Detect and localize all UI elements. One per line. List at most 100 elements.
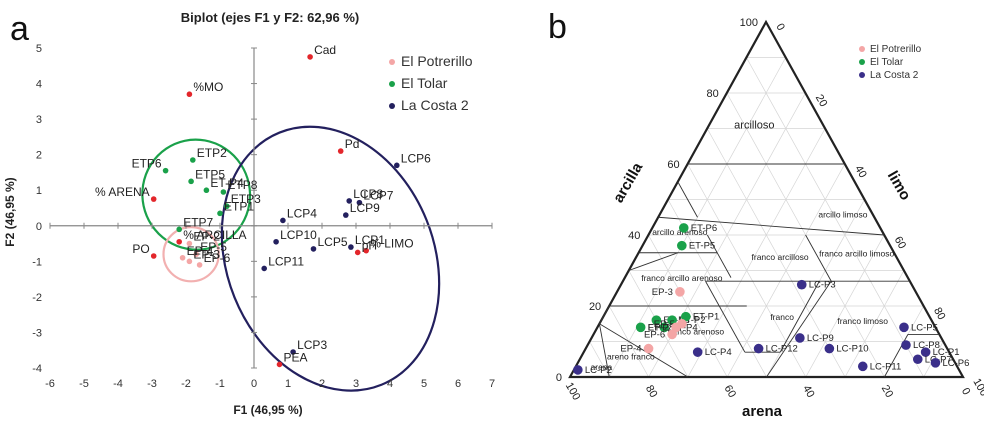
point-label: LCP4 (287, 206, 317, 220)
limo-tick-label: 60 (892, 235, 909, 252)
arcilla-tick-label: 0 (556, 372, 562, 384)
class-boundary (599, 323, 689, 378)
soil-sample-point (901, 340, 911, 350)
soil-sample-point (912, 354, 923, 365)
x-tick-label: 4 (387, 378, 393, 390)
x-tick-label: -2 (181, 378, 191, 390)
x-tick-label: -1 (215, 378, 225, 390)
sample-label: LC-P9 (807, 333, 834, 344)
panel-a-biplot: a Biplot (ejes F1 y F2: 62,96 %) -6 -5 -4-… (3, 10, 495, 417)
class-boundary (705, 280, 746, 353)
limo-tick-label: 80 (931, 306, 948, 323)
data-point (193, 251, 199, 258)
soil-sample-point (899, 322, 909, 333)
sample-label: LC-P10 (836, 344, 868, 355)
sample-label: LC-P1 (933, 347, 960, 358)
biplot-points: EP-2EP-5EP-4EP-3EP-6ETP6ETP2ETP5ET-P4ETP… (95, 43, 431, 368)
soil-sample-point (635, 322, 646, 333)
texture-class-label: franco arcillo limoso (819, 248, 894, 258)
data-point (220, 189, 227, 195)
limo-tick-label: 100 (970, 377, 984, 399)
class-boundary (779, 280, 820, 353)
point-label: % ARCILLA (183, 228, 246, 242)
soil-sample-point (667, 329, 677, 340)
data-point (186, 240, 193, 247)
point-label: ETP7 (183, 215, 213, 229)
soil-sample-point (675, 287, 685, 297)
point-label: LCP6 (401, 151, 431, 165)
sample-label: LC-P5 (911, 322, 938, 333)
x-tick-label: 1 (285, 378, 291, 390)
class-boundary (805, 234, 832, 282)
data-point (363, 247, 370, 254)
point-label: Cad (314, 43, 336, 57)
y-tick-label: 3 (36, 114, 42, 126)
data-point (394, 162, 400, 169)
point-label: LCP8 (353, 187, 383, 201)
point-label: ET-P4 (210, 176, 244, 190)
x-tick-label: 2 (319, 378, 325, 390)
data-point (273, 238, 279, 245)
legend-marker (859, 72, 865, 78)
data-point (276, 361, 283, 368)
class-boundary (598, 323, 610, 378)
soil-sample-point (753, 343, 764, 354)
data-point (346, 198, 353, 204)
sample-label: LC-P8 (913, 340, 940, 351)
sample-label: EP-5 (654, 319, 675, 330)
biplot-title: Biplot (ejes F1 y F2: 62,96 %) (181, 10, 359, 25)
y-tick-label: -3 (32, 327, 42, 339)
grid-line (805, 234, 885, 378)
data-point (176, 238, 182, 245)
data-point (337, 148, 344, 154)
arcilla-tick-label: 40 (628, 230, 640, 242)
x-tick-label: 0 (251, 378, 257, 390)
legend-marker (859, 46, 865, 52)
point-label: LCP9 (350, 201, 380, 215)
texture-class-label: arena (591, 362, 613, 372)
data-point (217, 210, 223, 217)
data-point (186, 91, 193, 98)
legend-marker (389, 103, 395, 109)
class-boundary (658, 216, 885, 236)
cluster-ellipse (141, 138, 252, 251)
sample-label: ET-P5 (689, 241, 715, 252)
point-label: EP-4 (187, 244, 214, 258)
axis-label-limo: limo (884, 168, 914, 203)
soil-sample-point (651, 315, 662, 326)
grid-line (746, 57, 925, 378)
texture-class-label: arcillo arenoso (652, 227, 708, 237)
data-point (179, 254, 186, 261)
grid-line (687, 128, 826, 378)
arena-tick-label: 60 (722, 383, 739, 400)
point-label: LCP1 (355, 233, 385, 247)
texture-class-label: franco limoso (837, 316, 888, 326)
x-axis-label: F1 (46,95 %) (233, 403, 302, 417)
sample-label: LC-P3 (809, 280, 836, 291)
x-tick-label: 3 (353, 378, 359, 390)
soil-sample-point (678, 223, 689, 233)
grid-line (844, 270, 905, 378)
arena-tick-label: 0 (959, 386, 972, 397)
arena-tick-label: 80 (643, 383, 660, 400)
point-label: ETP5 (195, 167, 225, 181)
limo-tick-label: 40 (852, 164, 869, 181)
ternary-points: ET-P6ET-P5ET-P3ET-P2ET-P1ET-P4ET-P8EP-3E… (573, 223, 969, 376)
point-label: ETP1 (224, 199, 254, 213)
point-label: % LIMO (370, 237, 413, 251)
cluster-ellipses (141, 125, 441, 392)
legend-label: El Potrerillo (401, 53, 473, 69)
data-point (261, 265, 268, 272)
x-tick-label: 7 (489, 378, 495, 390)
x-tick-label: 5 (421, 378, 427, 390)
data-point (188, 178, 194, 185)
point-label: EP-6 (204, 251, 231, 265)
arena-tick-label: 20 (879, 383, 896, 400)
data-point (348, 244, 354, 250)
ternary-ticks: 0 0 0 20 20 20 40 40 40 60 60 60 80 80 80 100 100 100 (556, 17, 984, 402)
point-label: ETP8 (227, 178, 257, 192)
class-boundary (628, 252, 679, 271)
cluster-ellipse (162, 226, 220, 283)
sample-label: ET-P6 (691, 223, 717, 234)
soil-sample-point (643, 343, 654, 354)
